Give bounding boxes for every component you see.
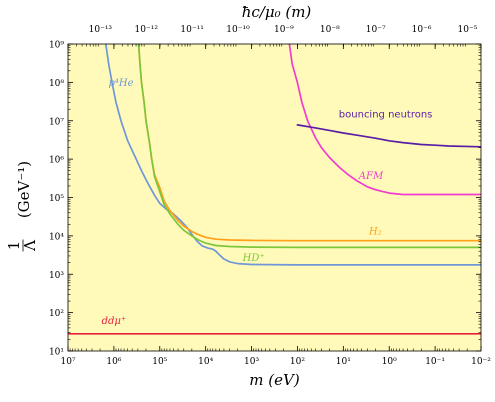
y-tick-label: 10⁸ [49, 79, 64, 89]
y-axis-title-units: (GeV⁻¹) [15, 161, 33, 218]
x-top-tick-label: 10⁻¹³ [89, 25, 113, 35]
x-tick-label: 10⁴ [198, 357, 213, 367]
x-tick-label: 10⁰ [382, 357, 397, 367]
series-line-4 [296, 124, 481, 148]
curves-group [68, 44, 481, 335]
y-tick-label: 10² [49, 309, 64, 319]
series-label-2: HD⁺ [242, 253, 265, 264]
y-tick-label: 10⁷ [49, 117, 64, 127]
x-tick-label: 10⁻¹ [425, 357, 445, 367]
x-top-tick-label: 10⁻¹⁰ [226, 25, 250, 35]
x-tick-label: 10⁵ [152, 357, 167, 367]
series-line-2 [137, 44, 481, 249]
x-top-tick-label: 10⁻¹² [135, 25, 159, 35]
y-tick-label: 10⁹ [49, 41, 64, 51]
series-label-5: ddμ⁺ [102, 316, 127, 327]
x-top-tick-label: 10⁻⁵ [458, 25, 478, 35]
x-tick-label: 10⁶ [106, 357, 121, 367]
x-top-tick-label: 10⁻⁸ [320, 25, 340, 35]
series-line-3 [288, 44, 481, 196]
y-tick-label: 10⁴ [49, 232, 64, 242]
x-tick-label: 10¹ [336, 357, 351, 367]
x-tick-label: 10³ [244, 357, 259, 367]
x-axis-top-title: ħc/μ₀ (m) [242, 3, 312, 21]
x-tick-label: 10² [290, 357, 305, 367]
y-tick-label: 10³ [49, 271, 64, 281]
series-label-0: p⁴He [108, 78, 133, 89]
x-axis-title: m (eV) [249, 371, 300, 389]
ticks-group: 10⁷ 10⁶ 10⁵ 10⁴ 10³ 10² 10¹ 10⁰ 10⁻¹ 10⁻² 10⁻¹³ 10⁻… [49, 25, 491, 367]
x-top-tick-label: 10⁻⁹ [274, 25, 294, 35]
x-top-tick-label: 10⁻⁶ [412, 25, 432, 35]
y-tick-label: 10¹ [49, 348, 64, 358]
y-axis-title: 1 Λ (GeV⁻¹) [5, 161, 39, 252]
x-top-tick-label: 10⁻¹¹ [180, 25, 203, 35]
y-tick-label: 10⁵ [49, 194, 64, 204]
x-top-tick-label: 10⁻⁷ [366, 25, 386, 35]
series-label-4: bouncing neutrons [339, 110, 433, 121]
x-tick-label: 10⁻² [471, 357, 491, 367]
y-axis-title-numerator: 1 [5, 241, 23, 251]
y-tick-label: 10⁶ [49, 156, 64, 166]
plot-area [68, 44, 481, 351]
series-label-1: H₂ [368, 226, 382, 237]
curve-labels-group: p⁴He H₂ HD⁺ AFM bouncing neutrons ddμ⁺ [102, 78, 433, 327]
x-tick-label: 10⁷ [60, 357, 75, 367]
y-axis-title-denominator: Λ [21, 240, 39, 252]
series-label-3: AFM [358, 171, 384, 182]
